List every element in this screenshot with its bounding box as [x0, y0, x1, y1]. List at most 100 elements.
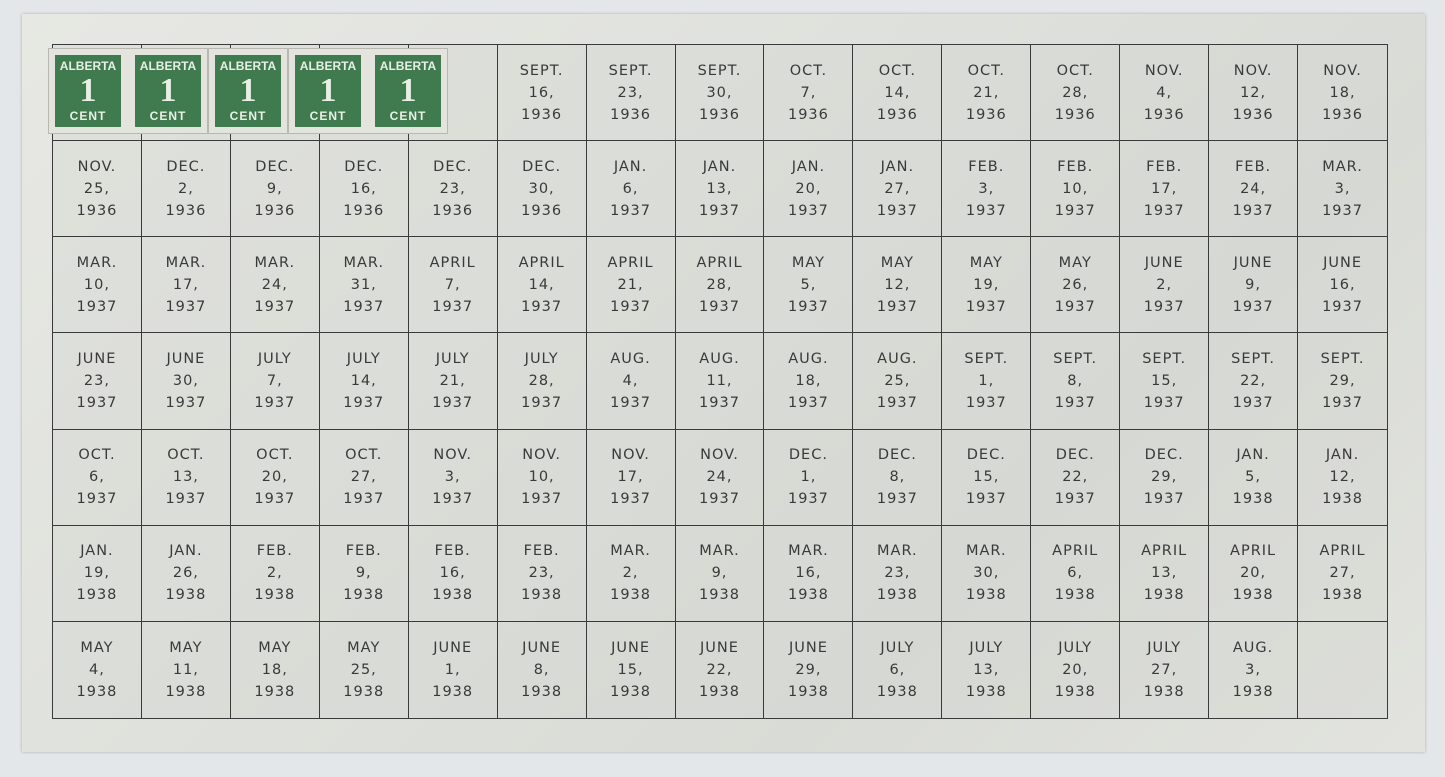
date-cell: APRIL 28, 1937	[675, 237, 765, 334]
date-year: 1937	[965, 202, 1007, 219]
date-month: MAR.	[965, 543, 1007, 560]
date-year: 1937	[521, 491, 563, 508]
date-month: FEB.	[256, 543, 293, 560]
date-year: 1938	[432, 683, 474, 700]
date-cell: SEPT. 22, 1937	[1209, 333, 1299, 430]
date-day: 19,	[973, 276, 1000, 293]
date-month: SEPT.	[964, 350, 1009, 367]
date-day: 23,	[439, 180, 466, 197]
date-cell: SEPT. 15, 1937	[1120, 333, 1210, 430]
date-cell: OCT. 13, 1937	[141, 429, 231, 526]
date-day: 27,	[350, 469, 377, 486]
date-day: 14,	[528, 276, 555, 293]
date-cell: OCT. 28, 1936	[1031, 45, 1121, 142]
date-day: 19,	[83, 565, 110, 582]
date-day: 8,	[533, 661, 550, 678]
date-day: 8,	[889, 469, 906, 486]
date-cell: OCT. 21, 1936	[942, 45, 1032, 142]
date-day: 13,	[973, 661, 1000, 678]
date-day: 20,	[1062, 661, 1089, 678]
date-month: DEC.	[344, 158, 384, 175]
date-month: JAN.	[791, 158, 826, 175]
date-month: JAN.	[613, 158, 648, 175]
date-cell: JUNE 2, 1937	[1120, 237, 1210, 334]
date-month: NOV.	[522, 447, 561, 464]
alberta-one-cent-stamp: ALBERTA 1 CENT	[375, 55, 441, 127]
date-day: 7,	[800, 84, 817, 101]
date-cell: MAR. 9, 1938	[675, 525, 765, 622]
date-day: 22,	[1062, 469, 1089, 486]
date-cell: NOV. 12, 1936	[1209, 45, 1299, 142]
date-month: SEPT.	[1142, 350, 1187, 367]
date-cell: OCT. 27, 1937	[319, 429, 409, 526]
date-cell: DEC. 22, 1937	[1031, 429, 1121, 526]
date-month: JAN.	[1325, 447, 1360, 464]
date-year: 1937	[254, 298, 296, 315]
date-month: APRIL	[1319, 543, 1366, 560]
date-day: 14,	[884, 84, 911, 101]
date-month: MAR.	[788, 543, 829, 560]
date-cell: FEB. 9, 1938	[319, 525, 409, 622]
date-year: 1937	[876, 394, 918, 411]
date-cell: JUNE 15, 1938	[586, 621, 676, 718]
date-year: 1938	[1322, 491, 1363, 508]
date-month: OCT.	[878, 62, 916, 79]
date-cell: DEC. 1, 1937	[764, 429, 854, 526]
date-cell: JAN. 5, 1938	[1209, 429, 1299, 526]
date-year: 1937	[343, 298, 385, 315]
date-day: 8,	[1067, 372, 1084, 389]
date-year: 1937	[1143, 298, 1185, 315]
date-day: 17,	[1151, 180, 1178, 197]
date-cell: OCT. 6, 1937	[53, 429, 142, 526]
date-month: APRIL	[518, 254, 565, 271]
date-day: 6,	[622, 180, 639, 197]
date-year: 1937	[1054, 298, 1096, 315]
date-cell: FEB. 10, 1937	[1031, 141, 1121, 238]
date-month: NOV.	[1233, 62, 1273, 79]
date-month: FEB.	[434, 543, 471, 560]
date-year: 1938	[610, 683, 652, 700]
stamp-sheet: ALBERTA 1 CENT ALBERTA 1 CENT	[48, 48, 208, 134]
date-month: NOV.	[700, 447, 739, 464]
date-year: 1936	[699, 106, 740, 123]
date-month: MAY	[80, 639, 114, 656]
date-day: 16,	[350, 180, 377, 197]
date-year: 1938	[521, 587, 563, 604]
date-year: 1938	[254, 587, 296, 604]
date-year: 1937	[876, 491, 918, 508]
date-month: MAR.	[254, 254, 296, 271]
date-cell: FEB. 16, 1938	[408, 525, 498, 622]
date-month: DEC.	[255, 158, 295, 175]
date-day: 11,	[706, 372, 733, 389]
date-month: MAR.	[610, 543, 651, 560]
date-day: 16,	[1329, 276, 1356, 293]
date-cell: JULY 14, 1937	[319, 333, 409, 430]
date-year: 1937	[254, 491, 296, 508]
date-grid: SEPT. 16, 1936 SEPT. 23, 1936 SEPT. 30, 1936 OCT.…	[52, 44, 1388, 719]
date-month: OCT.	[345, 447, 383, 464]
date-month: JULY	[880, 639, 915, 656]
date-cell: MAY 11, 1938	[141, 621, 231, 718]
date-month: NOV.	[433, 447, 473, 464]
date-day: 13,	[172, 469, 199, 486]
date-year: 1938	[876, 683, 918, 700]
date-day: 3,	[978, 180, 995, 197]
date-day: 13,	[1151, 565, 1178, 582]
date-cell: APRIL 21, 1937	[586, 237, 676, 334]
date-day: 4,	[1156, 84, 1173, 101]
date-cell: FEB. 24, 1937	[1209, 141, 1299, 238]
date-month: AUG.	[699, 350, 740, 367]
date-year: 1937	[1054, 491, 1096, 508]
date-cell: JUNE 30, 1937	[141, 333, 231, 430]
date-month: JAN.	[702, 158, 737, 175]
date-month: JULY	[524, 350, 559, 367]
date-cell: JUNE 9, 1937	[1209, 237, 1299, 334]
certificate-paper	[22, 14, 1425, 752]
alberta-one-cent-stamp: ALBERTA 1 CENT	[295, 55, 361, 127]
date-year: 1937	[1322, 298, 1363, 315]
date-day: 29,	[795, 661, 822, 678]
date-cell: JULY 21, 1937	[408, 333, 498, 430]
date-day: 25,	[350, 661, 377, 678]
date-cell: OCT. 7, 1936	[764, 45, 854, 142]
date-year: 1936	[1232, 106, 1274, 123]
